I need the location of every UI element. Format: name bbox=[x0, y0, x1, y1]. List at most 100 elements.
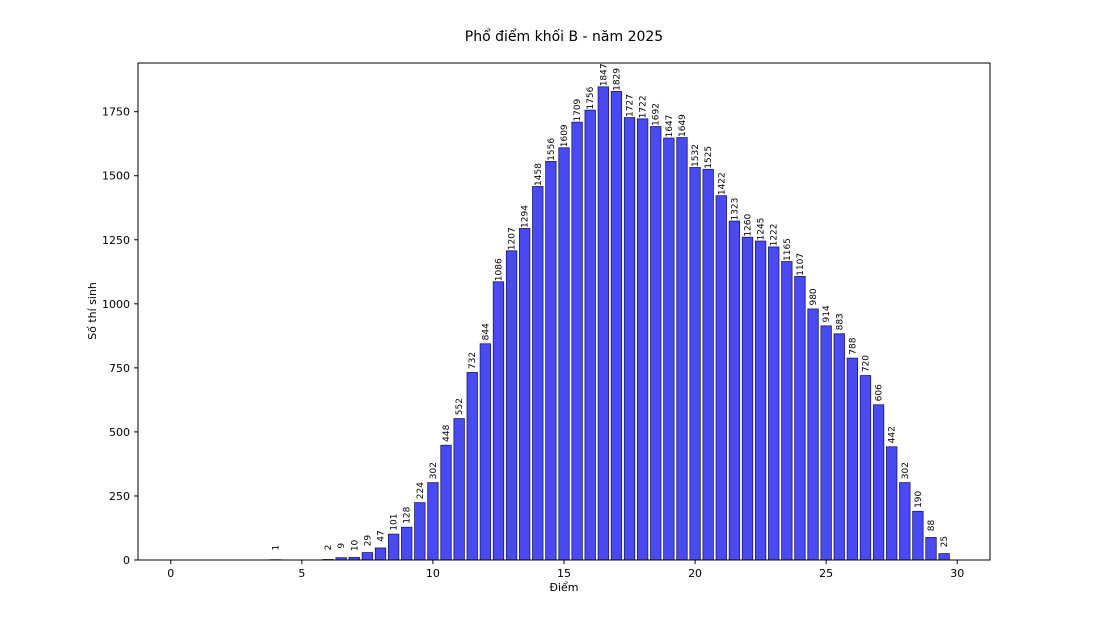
bar bbox=[938, 553, 950, 561]
bar-value-label: 442 bbox=[888, 426, 898, 443]
x-tick-label: 30 bbox=[950, 567, 964, 580]
bar-value-label: 844 bbox=[481, 323, 491, 340]
bar-value-label: 190 bbox=[914, 490, 924, 507]
bar bbox=[689, 167, 701, 561]
bar-value-label: 1649 bbox=[678, 114, 688, 137]
bar-value-label: 606 bbox=[875, 384, 885, 401]
bar bbox=[820, 325, 832, 561]
y-tick-label: 1750 bbox=[102, 106, 130, 119]
bar bbox=[361, 552, 374, 561]
bar bbox=[466, 372, 478, 561]
bar-value-label: 552 bbox=[455, 398, 465, 415]
bar-value-label: 2 bbox=[324, 545, 334, 551]
bar-value-label: 980 bbox=[809, 288, 819, 305]
bar-value-label: 1294 bbox=[521, 205, 531, 228]
x-tick-label: 5 bbox=[298, 567, 305, 580]
bar-value-label: 1222 bbox=[770, 223, 780, 246]
bar bbox=[479, 343, 491, 561]
bar bbox=[676, 137, 688, 561]
bar-value-label: 302 bbox=[901, 462, 911, 479]
bar bbox=[781, 261, 793, 561]
bar-value-label: 128 bbox=[403, 506, 413, 523]
bar bbox=[833, 333, 845, 561]
bar bbox=[453, 418, 465, 561]
bar-value-label: 88 bbox=[927, 519, 937, 531]
bar bbox=[597, 86, 609, 561]
bars-group bbox=[269, 86, 950, 561]
bar-value-label: 448 bbox=[442, 424, 452, 441]
y-axis-label: Số thí sinh bbox=[86, 282, 99, 340]
bar bbox=[794, 275, 806, 561]
bar-value-label: 1 bbox=[272, 545, 282, 551]
bar bbox=[545, 160, 557, 561]
bar bbox=[610, 91, 623, 561]
bar bbox=[374, 547, 387, 561]
bar-value-label: 1532 bbox=[691, 144, 701, 167]
bar bbox=[571, 121, 583, 561]
bar-value-label: 10 bbox=[350, 539, 360, 551]
bar bbox=[623, 117, 636, 561]
bar bbox=[427, 482, 439, 561]
bar-value-label: 1829 bbox=[612, 68, 622, 91]
x-tick-label: 15 bbox=[557, 567, 571, 580]
y-tick-label: 0 bbox=[123, 554, 130, 567]
bar bbox=[505, 250, 518, 561]
bar-value-label: 1207 bbox=[508, 227, 518, 250]
bar-value-label: 1107 bbox=[796, 253, 806, 276]
bar bbox=[532, 186, 544, 561]
bar-value-label: 47 bbox=[376, 530, 386, 541]
chart-title: Phổ điểm khối B - năm 2025 bbox=[465, 28, 663, 45]
bar-value-label: 1525 bbox=[704, 146, 714, 169]
y-tick-label: 1250 bbox=[102, 234, 130, 247]
bar-value-label: 1422 bbox=[717, 172, 727, 195]
bar bbox=[925, 537, 937, 561]
bar bbox=[663, 137, 675, 561]
bar-value-label: 9 bbox=[337, 543, 347, 549]
bar bbox=[741, 236, 754, 561]
bar bbox=[440, 444, 452, 561]
bar bbox=[846, 357, 859, 561]
bar-value-label: 1609 bbox=[560, 124, 570, 147]
bar bbox=[414, 502, 426, 561]
bar-value-label: 101 bbox=[390, 514, 400, 531]
bar bbox=[637, 118, 649, 561]
bar-value-label: 732 bbox=[468, 352, 478, 369]
bar-value-label: 1260 bbox=[744, 213, 754, 236]
bar-value-label: 1722 bbox=[639, 95, 649, 118]
bar bbox=[558, 147, 570, 561]
bar bbox=[754, 240, 767, 561]
bar bbox=[728, 220, 741, 561]
bar-value-label: 1647 bbox=[665, 115, 675, 138]
bar bbox=[715, 195, 727, 561]
y-tick-label: 500 bbox=[109, 426, 130, 439]
bar bbox=[899, 482, 911, 561]
bar bbox=[584, 109, 596, 561]
bar bbox=[886, 446, 898, 561]
x-axis: 0 5 10 15 20 25 30 bbox=[167, 560, 964, 580]
x-tick-label: 0 bbox=[167, 567, 174, 580]
bar-value-label: 1556 bbox=[547, 138, 557, 161]
bar bbox=[768, 246, 780, 561]
x-tick-label: 25 bbox=[819, 567, 833, 580]
bar bbox=[387, 533, 400, 561]
bar-value-label: 25 bbox=[940, 536, 950, 547]
bar bbox=[650, 126, 662, 561]
bar-value-label: 1727 bbox=[626, 94, 636, 117]
y-tick-label: 1500 bbox=[102, 170, 130, 183]
bar-value-label: 1086 bbox=[494, 258, 504, 281]
bar-value-label: 1458 bbox=[534, 163, 544, 186]
bar bbox=[872, 404, 885, 561]
bar-value-label: 1756 bbox=[586, 86, 596, 109]
bar-value-label: 1847 bbox=[599, 63, 609, 86]
bar-value-label: 302 bbox=[429, 462, 439, 479]
y-tick-label: 1000 bbox=[102, 298, 130, 311]
bar-value-label: 1692 bbox=[652, 103, 662, 126]
bar bbox=[519, 228, 531, 561]
bar-value-label: 883 bbox=[835, 313, 845, 330]
bar-value-label: 914 bbox=[822, 305, 832, 322]
bar bbox=[401, 526, 413, 561]
bar-value-label: 1709 bbox=[573, 98, 583, 121]
bar-value-label: 224 bbox=[416, 482, 426, 499]
